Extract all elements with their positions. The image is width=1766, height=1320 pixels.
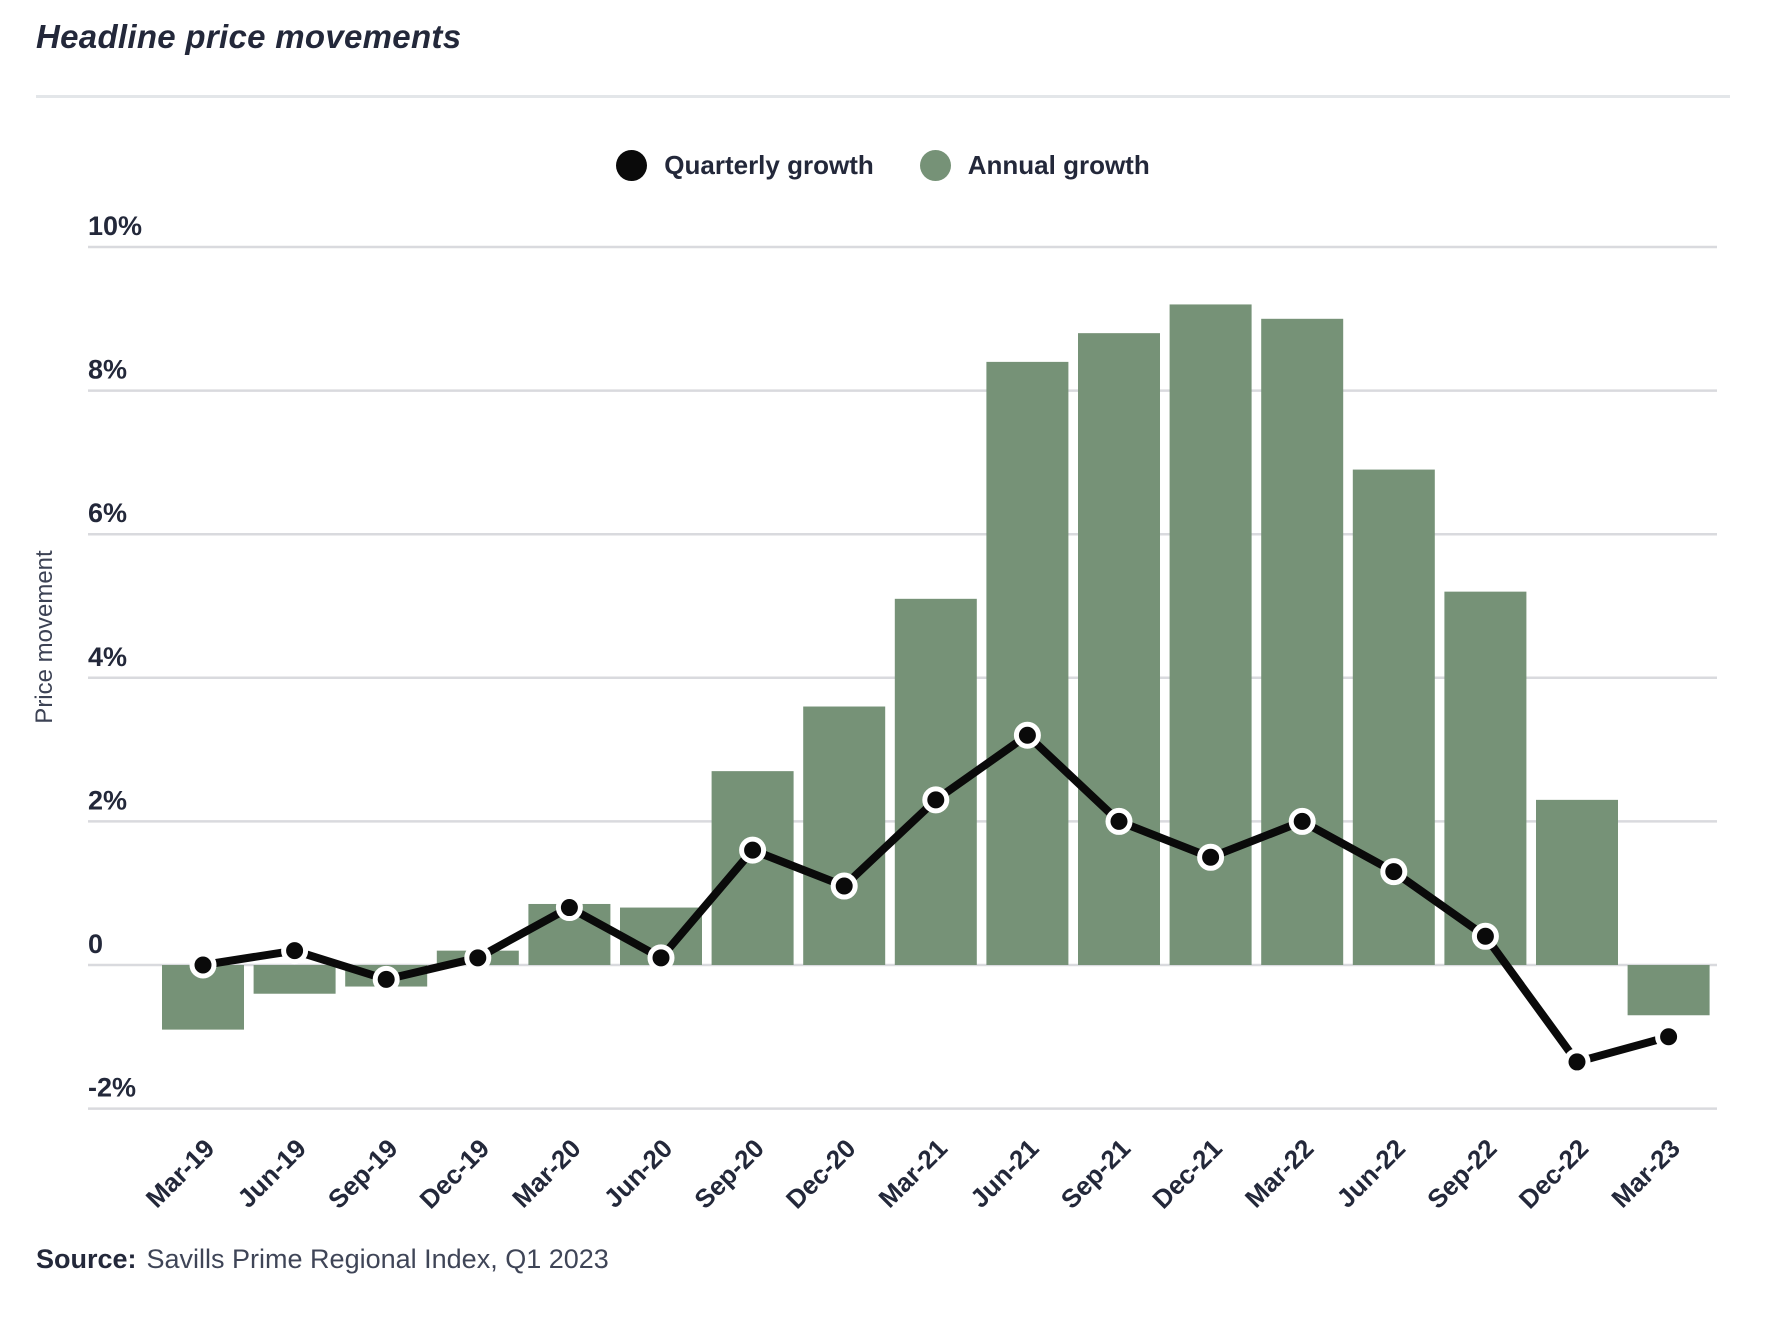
quarterly-growth-dot-icon xyxy=(616,150,648,181)
quarterly-growth-point xyxy=(1105,807,1133,835)
legend-label-annual-growth: Annual growth xyxy=(967,150,1150,180)
quarterly-growth-point xyxy=(372,965,400,993)
quarterly-growth-point xyxy=(830,872,858,900)
quarterly-growth-point xyxy=(647,944,675,972)
y-tick-label: 6% xyxy=(88,498,127,528)
quarterly-growth-point xyxy=(1380,858,1408,886)
x-tick-label: Jun-20 xyxy=(598,1133,678,1213)
source-line: Source: Savills Prime Regional Index, Q1 … xyxy=(36,1244,609,1275)
quarterly-growth-point xyxy=(189,951,217,979)
quarterly-growth-point xyxy=(1197,843,1225,871)
quarterly-growth-point xyxy=(555,894,583,922)
quarterly-growth-point xyxy=(1471,922,1499,950)
y-tick-label: 2% xyxy=(88,785,127,815)
quarterly-growth-point xyxy=(1013,721,1041,749)
legend-item-quarterly-growth: Quarterly growth xyxy=(616,150,874,181)
legend-label-quarterly-growth: Quarterly growth xyxy=(664,150,874,180)
quarterly-growth-point xyxy=(1655,1023,1683,1051)
y-tick-label: 8% xyxy=(88,355,127,385)
annual-growth-bar xyxy=(1536,799,1618,965)
x-tick-label: Mar-22 xyxy=(1239,1133,1319,1213)
y-axis-title: Price movement xyxy=(31,550,58,724)
x-tick-label: Sep-19 xyxy=(322,1133,404,1215)
x-tick-label: Dec-19 xyxy=(414,1133,496,1215)
quarterly-growth-point xyxy=(739,836,767,864)
x-tick-label: Mar-19 xyxy=(140,1133,220,1213)
x-tick-label: Jun-21 xyxy=(964,1133,1044,1213)
legend-item-annual-growth: Annual growth xyxy=(919,150,1150,181)
x-tick-label: Mar-21 xyxy=(873,1133,953,1213)
y-tick-label: -2% xyxy=(88,1073,136,1103)
x-tick-label: Jun-19 xyxy=(231,1133,311,1213)
x-tick-label: Dec-21 xyxy=(1146,1133,1228,1215)
x-tick-label: Dec-22 xyxy=(1513,1133,1595,1215)
annual-growth-bar xyxy=(711,771,794,965)
annual-growth-bar xyxy=(1444,591,1527,965)
quarterly-growth-point xyxy=(922,786,950,814)
annual-growth-bar xyxy=(1261,318,1344,965)
annual-growth-dot-icon xyxy=(919,150,951,181)
quarterly-growth-point xyxy=(464,944,492,972)
x-tick-label: Sep-20 xyxy=(688,1133,770,1215)
x-tick-label: Sep-22 xyxy=(1421,1133,1503,1215)
title-divider xyxy=(36,95,1730,98)
y-tick-label: 0 xyxy=(88,929,103,959)
x-tick-label: Mar-23 xyxy=(1605,1133,1685,1213)
quarterly-growth-point xyxy=(1288,807,1316,835)
annual-growth-bar xyxy=(1078,333,1160,965)
x-tick-label: Dec-20 xyxy=(780,1133,862,1215)
y-tick-label: 10% xyxy=(88,211,142,241)
x-tick-label: Mar-20 xyxy=(506,1133,586,1213)
chart-legend: Quarterly growth Annual growth xyxy=(0,150,1766,181)
annual-growth-bar xyxy=(1627,965,1710,1016)
annual-growth-bar xyxy=(803,706,886,965)
x-tick-label: Jun-22 xyxy=(1331,1133,1411,1213)
page-title: Headline price movements xyxy=(36,18,462,55)
x-tick-label: Sep-21 xyxy=(1055,1133,1137,1215)
source-text: Savills Prime Regional Index, Q1 2023 xyxy=(146,1244,609,1274)
annual-growth-bar xyxy=(986,361,1069,965)
y-tick-label: 4% xyxy=(88,642,127,672)
quarterly-growth-point xyxy=(281,937,309,965)
quarterly-growth-point xyxy=(1563,1048,1591,1076)
source-prefix: Source: xyxy=(36,1244,137,1274)
annual-growth-bar xyxy=(253,965,336,994)
